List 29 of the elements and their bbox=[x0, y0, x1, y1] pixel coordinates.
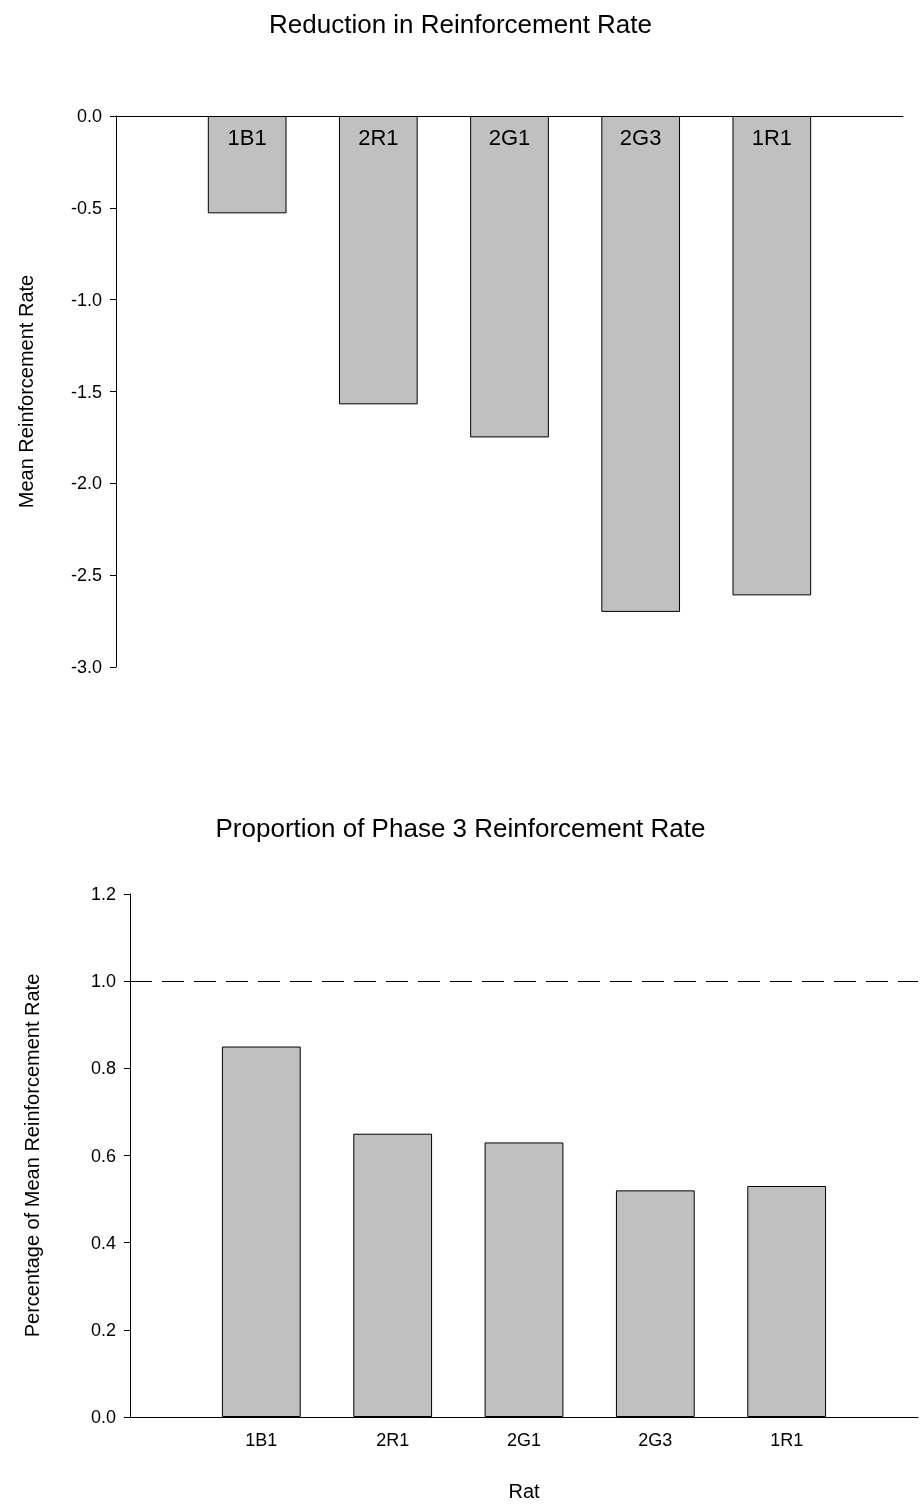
x-tick-label: 1R1 bbox=[770, 1430, 804, 1450]
x-tick-label: 2R1 bbox=[376, 1430, 410, 1450]
y-axis-title: Percentage of Mean Reinforcement Rate bbox=[21, 973, 43, 1338]
x-tick-label: 2G3 bbox=[638, 1430, 673, 1450]
x-tick-label: 2R1 bbox=[358, 124, 399, 150]
x-tick-label: 2G1 bbox=[506, 1430, 542, 1450]
y-tick-label: -2.0 bbox=[70, 473, 102, 494]
x-tick-label: 1R1 bbox=[751, 124, 793, 150]
chart-title: Reduction in Reinforcement Rate bbox=[269, 9, 652, 39]
x-tick-label: 2G1 bbox=[488, 124, 531, 150]
y-tick-label: 0.0 bbox=[76, 106, 102, 126]
y-tick-label: 1.0 bbox=[90, 971, 116, 992]
y-tick-label: 0.0 bbox=[90, 1407, 116, 1427]
y-tick-label: 0.2 bbox=[90, 1319, 116, 1340]
y-tick-label: 0.4 bbox=[90, 1232, 116, 1253]
y-tick-label: 1.2 bbox=[90, 884, 116, 904]
y-tick-label: -2.5 bbox=[70, 565, 102, 586]
chart-title: Proportion of Phase 3 Reinforcement Rate bbox=[215, 813, 706, 843]
x-tick-label: 2G3 bbox=[619, 124, 662, 150]
y-tick-label: 0.6 bbox=[90, 1145, 116, 1166]
y-tick-label: 0.8 bbox=[90, 1058, 116, 1079]
y-tick-label: -3.0 bbox=[70, 657, 102, 677]
y-tick-label: -1.5 bbox=[70, 381, 102, 402]
x-tick-label: 1B1 bbox=[245, 1430, 278, 1450]
y-tick-label: -0.5 bbox=[70, 197, 102, 218]
y-tick-label: -1.0 bbox=[70, 289, 102, 310]
x-tick-label: 1B1 bbox=[227, 124, 267, 150]
y-axis-title: Mean Reinforcement Rate bbox=[15, 274, 37, 509]
x-axis-title: Rat bbox=[508, 1480, 540, 1502]
